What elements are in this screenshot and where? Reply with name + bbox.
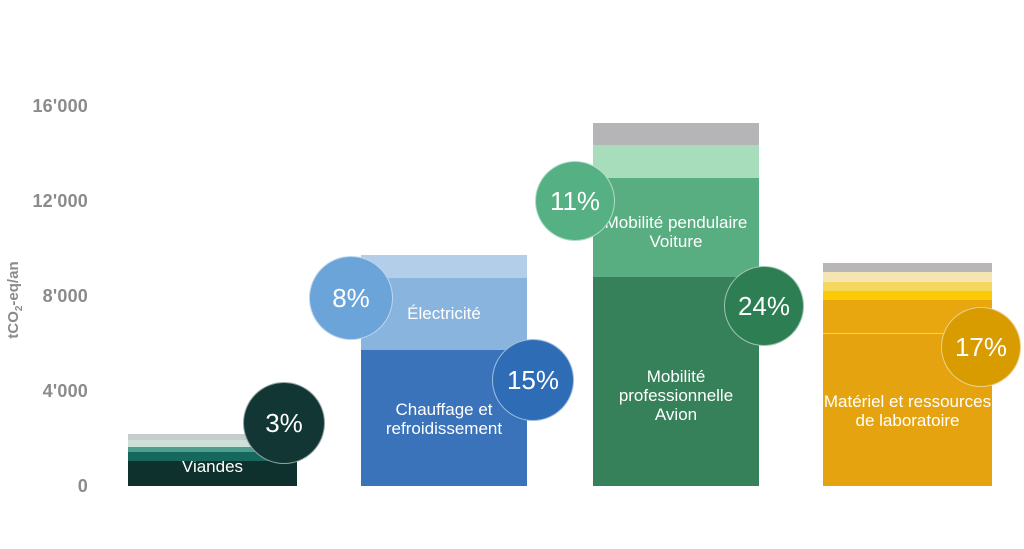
segment-label-viandes: Viandes [181,457,244,477]
segment-viandes: Viandes [128,457,297,486]
segment-label-mobilite-professionnelle-avion: Mobilité professionnelle Avion [618,367,734,424]
segment-mobilite-3 [593,144,759,178]
segment-label-electricite: Électricité [407,304,481,324]
segment-label-mobilite-pendulaire-voiture: Mobilité pendulaire Voiture [604,213,748,252]
pct-circle-15: 15% [492,339,574,421]
pct-circle-17: 17% [941,307,1021,387]
y-tick-label: 12'000 [32,191,88,211]
segment-energie-3 [361,254,527,278]
pct-circle-3: 3% [243,382,325,464]
segment-label-chauffage-refroidissement: Chauffage et refroidissement [385,399,503,438]
segment-mobilite-pendulaire-voiture: Mobilité pendulaire Voiture [593,177,759,277]
y-tick-label: 0 [77,476,88,496]
y-tick-label: 4'000 [42,381,88,401]
y-tick-label: 8'000 [42,286,88,306]
pct-circle-24: 24% [724,266,804,346]
segment-mobilite-4 [593,122,759,145]
segment-materiel-5 [823,272,992,282]
segment-materiel-4 [823,281,992,291]
segment-alimentation-5 [128,434,297,441]
segment-alimentation-2 [128,452,297,462]
segment-label-materiel-ressources-laboratoire: Matériel et ressources de laboratoire [823,392,992,430]
segment-materiel-3 [823,291,992,301]
segment-alimentation-4 [128,440,297,448]
pct-circle-11: 11% [535,161,615,241]
y-tick-label: 16'000 [32,96,88,116]
pct-circle-8: 8% [309,256,393,340]
segment-alimentation-3 [128,447,297,453]
segment-materiel-6 [823,262,992,272]
